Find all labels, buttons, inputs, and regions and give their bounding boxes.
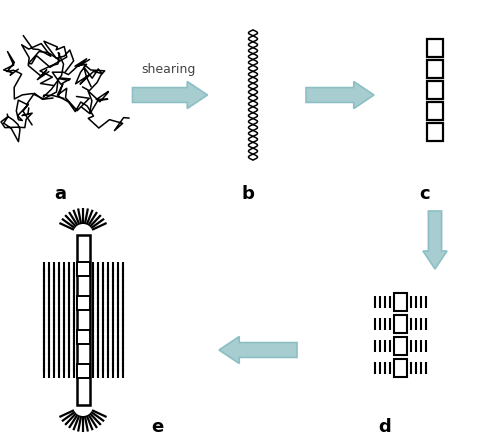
Bar: [427, 123, 443, 141]
Bar: [393, 337, 406, 355]
Bar: [393, 293, 406, 311]
Text: a: a: [54, 185, 66, 203]
Text: e: e: [151, 418, 163, 436]
Bar: [393, 315, 406, 333]
Polygon shape: [423, 211, 447, 269]
Bar: [77, 296, 90, 310]
Bar: [427, 39, 443, 57]
Text: shearing: shearing: [141, 63, 195, 76]
Bar: [77, 330, 90, 344]
Text: d: d: [379, 418, 391, 436]
Polygon shape: [133, 82, 207, 108]
Bar: [427, 102, 443, 120]
Polygon shape: [219, 336, 297, 363]
Polygon shape: [306, 82, 374, 108]
Bar: [427, 81, 443, 99]
Bar: [427, 60, 443, 78]
Text: c: c: [420, 185, 430, 203]
Bar: [393, 359, 406, 377]
Bar: [77, 364, 90, 378]
Text: b: b: [241, 185, 254, 203]
Bar: [77, 262, 90, 276]
Bar: [77, 235, 90, 405]
